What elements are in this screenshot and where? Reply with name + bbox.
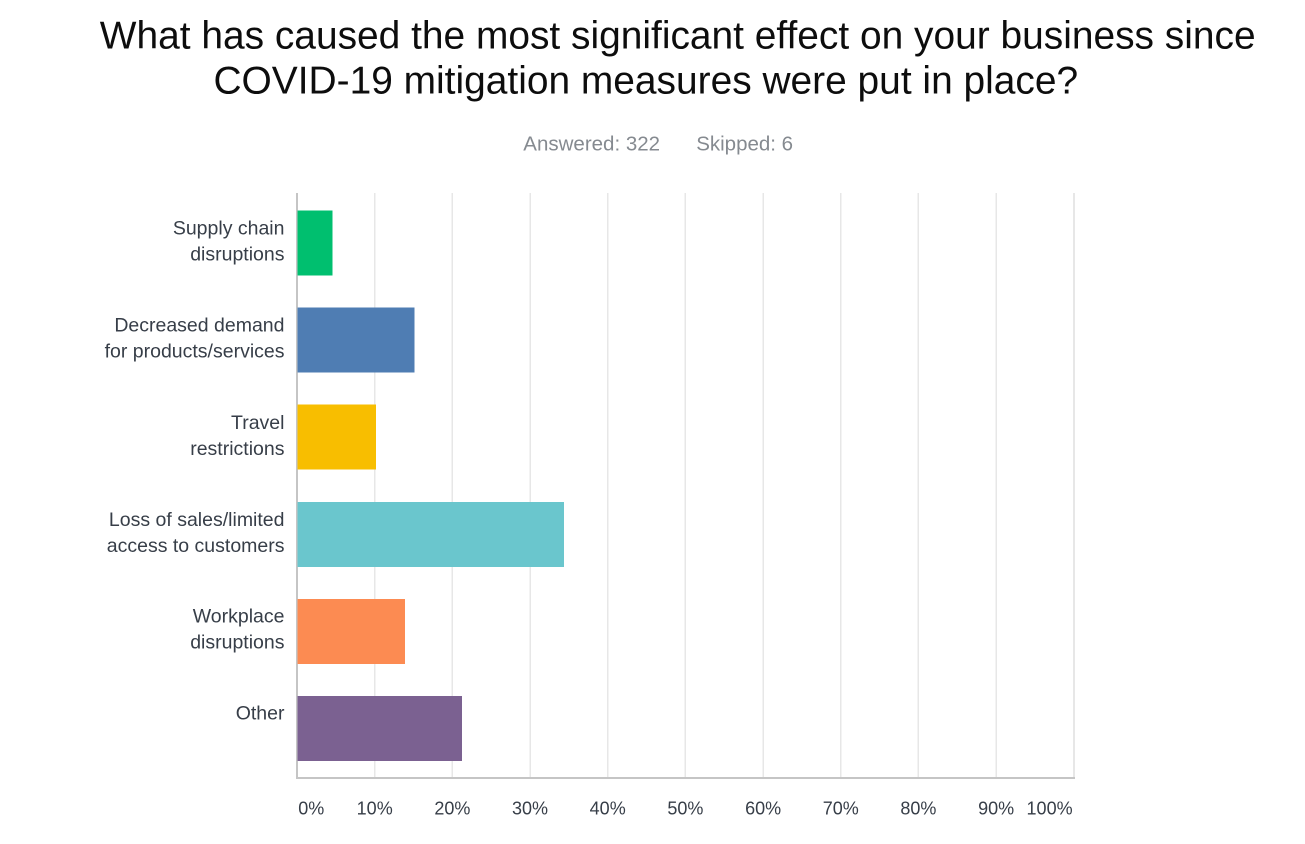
svg-text:40%: 40% [590, 799, 626, 819]
svg-text:100%: 100% [1027, 799, 1073, 819]
svg-text:30%: 30% [512, 799, 548, 819]
svg-text:disruptions: disruptions [190, 632, 285, 654]
svg-text:Loss of sales/limited: Loss of sales/limited [109, 509, 285, 531]
svg-text:Answered: 322: Answered: 322 [523, 133, 660, 156]
svg-text:COVID-19 mitigation measures w: COVID-19 mitigation measures were put in… [213, 60, 1078, 103]
svg-text:What has caused the most signi: What has caused the most significant eff… [100, 15, 1256, 58]
svg-text:60%: 60% [745, 799, 781, 819]
svg-text:10%: 10% [357, 799, 393, 819]
svg-text:Supply chain: Supply chain [173, 218, 285, 240]
svg-text:Workplace: Workplace [193, 606, 285, 628]
svg-text:90%: 90% [978, 799, 1014, 819]
svg-text:access to customers: access to customers [107, 535, 285, 557]
svg-text:20%: 20% [434, 799, 470, 819]
svg-text:Decreased demand: Decreased demand [114, 315, 284, 337]
svg-text:Travel: Travel [231, 412, 284, 434]
svg-text:for products/services: for products/services [105, 341, 285, 363]
svg-text:80%: 80% [900, 799, 936, 819]
svg-text:Other: Other [236, 703, 285, 725]
svg-text:restrictions: restrictions [190, 438, 285, 460]
svg-text:50%: 50% [667, 799, 703, 819]
svg-text:Skipped: 6: Skipped: 6 [696, 133, 793, 156]
svg-text:70%: 70% [823, 799, 859, 819]
svg-text:disruptions: disruptions [190, 244, 285, 266]
svg-text:0%: 0% [298, 799, 324, 819]
